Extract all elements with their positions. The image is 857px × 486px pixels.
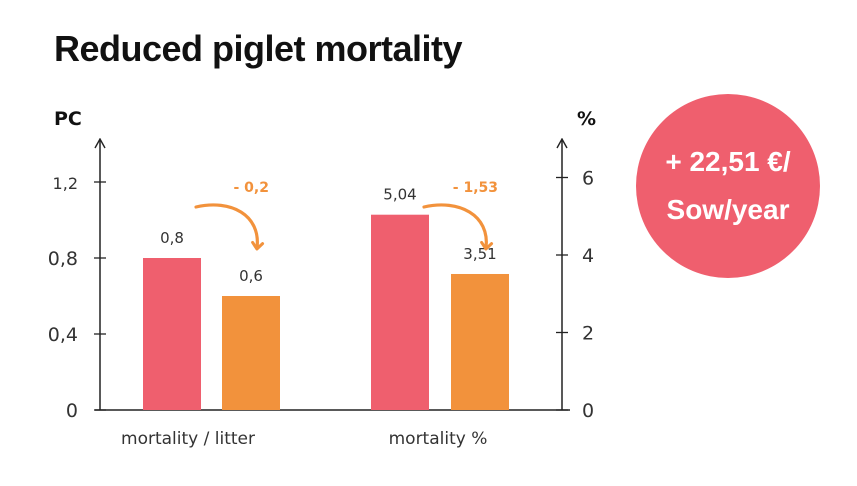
left-axis-tick-label: 0,8 — [48, 248, 78, 270]
bar — [143, 258, 201, 410]
left-axis-tick-label: 1,2 — [53, 174, 78, 193]
left-axis-tick-label: 0 — [66, 400, 78, 422]
right-axis-tick-label: 6 — [582, 168, 594, 190]
decrease-arrow — [422, 203, 494, 251]
savings-badge: + 22,51 €/ Sow/year — [636, 94, 820, 278]
chart-title: Reduced piglet mortality — [54, 28, 463, 69]
left-axis-tick-label: 0,4 — [48, 324, 78, 346]
bar — [451, 273, 509, 410]
delta-label: - 1,53 — [453, 180, 498, 196]
bar-value-label: 3,51 — [463, 245, 496, 263]
bar — [371, 214, 429, 410]
right-axis-tick-label: 0 — [582, 400, 594, 422]
bar-value-label: 0,8 — [160, 229, 184, 247]
savings-badge-line1: + 22,51 €/ — [665, 146, 791, 177]
decrease-arrow — [194, 203, 265, 251]
bar — [222, 296, 280, 410]
right-axis-tick-label: 2 — [582, 323, 594, 345]
bar-value-label: 5,04 — [383, 186, 416, 204]
left-axis-title: PC — [54, 108, 82, 130]
savings-badge-line2: Sow/year — [666, 194, 790, 225]
right-axis-tick-label: 4 — [582, 245, 594, 267]
bar-value-label: 0,6 — [239, 267, 263, 285]
right-axis-title: % — [577, 108, 596, 130]
category-label: mortality % — [389, 429, 488, 449]
delta-label: - 0,2 — [234, 180, 270, 196]
category-label: mortality / litter — [121, 429, 255, 449]
